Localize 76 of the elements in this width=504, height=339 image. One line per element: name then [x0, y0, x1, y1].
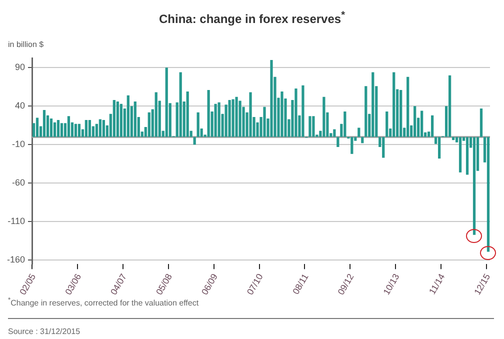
bar	[186, 92, 189, 137]
bar	[179, 72, 182, 137]
y-axis-title: in billion $	[8, 40, 44, 49]
bar	[361, 136, 364, 144]
bar	[344, 112, 346, 137]
bar	[249, 92, 252, 137]
bar	[392, 72, 396, 137]
bar	[148, 112, 150, 137]
bar	[372, 72, 374, 137]
source-note: Source : 31/12/2015	[8, 327, 80, 336]
bar	[336, 136, 340, 147]
bar	[207, 90, 210, 137]
bar	[358, 128, 360, 137]
bar	[438, 136, 441, 159]
bar	[214, 104, 217, 137]
bar	[294, 88, 298, 137]
bar	[420, 110, 424, 137]
bar	[95, 124, 98, 137]
bar	[263, 106, 266, 137]
text: $^{*}$Change in reserves, corrected for the valuation effect	[8, 297, 199, 308]
bar	[270, 60, 273, 137]
bar	[480, 108, 483, 137]
bar	[486, 136, 490, 252]
bar	[218, 102, 220, 137]
bar	[452, 136, 455, 140]
bar	[88, 120, 92, 137]
bar	[322, 96, 326, 137]
bar	[238, 100, 242, 137]
bar	[414, 106, 416, 137]
bar	[53, 122, 56, 137]
bar	[36, 118, 39, 137]
bar	[312, 116, 315, 137]
bar	[232, 99, 234, 137]
bar	[406, 76, 410, 137]
bar	[126, 95, 130, 137]
bar	[280, 92, 284, 137]
bar	[120, 104, 122, 137]
bar	[235, 96, 238, 137]
bar	[448, 75, 452, 137]
bar	[308, 116, 312, 137]
bar	[228, 100, 231, 137]
y-tick-label: -110	[8, 216, 26, 226]
y-tick-label: 40	[15, 100, 26, 111]
bar	[60, 123, 64, 137]
bar	[102, 120, 105, 137]
bar	[466, 136, 469, 175]
bar	[78, 124, 81, 137]
y-tick-label: -60	[12, 178, 26, 188]
bar	[112, 100, 116, 137]
bar	[165, 68, 168, 137]
y-tick-label: -10	[12, 139, 26, 150]
bar	[472, 136, 476, 235]
bar	[350, 136, 354, 154]
bar	[386, 112, 388, 137]
bar	[458, 136, 462, 172]
y-tick-label: -160	[7, 254, 26, 265]
bar	[50, 118, 53, 137]
bar	[333, 129, 336, 137]
bar	[193, 136, 196, 145]
bar	[134, 102, 136, 137]
bar	[56, 120, 60, 137]
chart-title: China: change in forex reserves$^{*}$	[158, 10, 346, 26]
bar	[154, 92, 158, 137]
bar	[382, 136, 385, 158]
bar	[302, 85, 304, 137]
bar	[98, 119, 102, 137]
y-tick-label: 90	[15, 62, 26, 72]
bar	[196, 112, 200, 137]
bar	[74, 124, 78, 137]
bar	[42, 110, 46, 137]
bar	[84, 120, 88, 137]
bar	[67, 116, 70, 137]
bar	[116, 102, 119, 137]
bar	[431, 115, 434, 137]
bar	[400, 90, 402, 137]
bar	[364, 86, 368, 137]
